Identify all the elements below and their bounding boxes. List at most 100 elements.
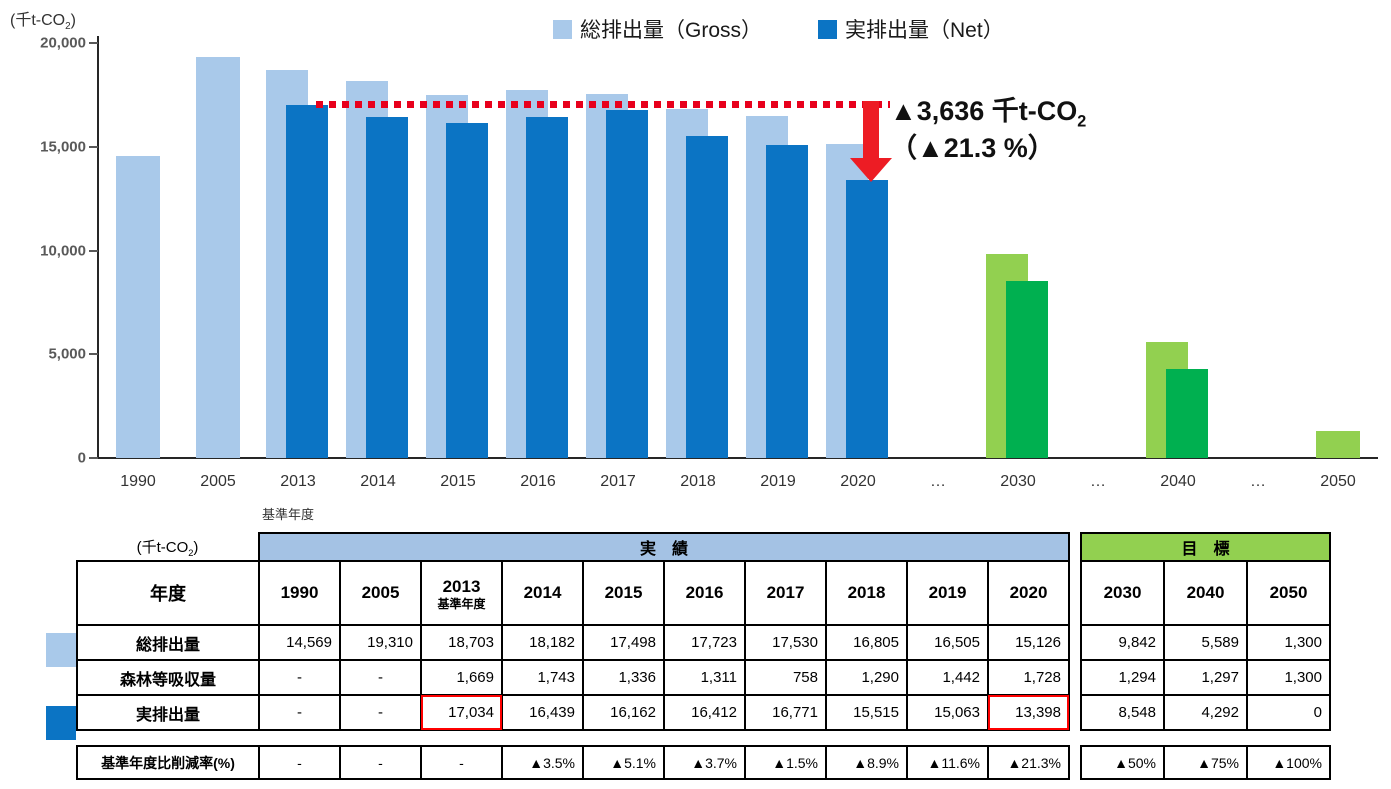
gross-legend-label: 総排出量（Gross） [580, 19, 763, 42]
row-label-1: 森林等吸収量 [76, 659, 260, 696]
highlighted-cell: 17,034 [420, 694, 503, 731]
year-header-row: 年度 1990 2005 2013 基準年度 2014 2015 2016 2017 2018 20… [76, 560, 1070, 626]
y-tick-label: 10,000 [40, 242, 86, 259]
table-row: 1,294 1,297 1,300 [1080, 659, 1331, 696]
bar-net-2030 [1006, 281, 1048, 458]
x-tick-label-0: 1990 [120, 473, 156, 490]
year-header-2018: 2018 [825, 560, 908, 626]
x-tick-label-7: 2018 [680, 473, 716, 490]
year-header-2014: 2014 [501, 560, 584, 626]
table-cell: 1,669 [420, 659, 503, 696]
actual-results-table: (千t-CO2) 実 績年度 1990 2005 2013 基準年度 2014 2015 201… [76, 532, 1070, 731]
targets-table: 目 標 2030 2040 2050 9,842 5,589 1,300 1,294 1,297… [1080, 532, 1331, 731]
table-cell: 5,589 [1163, 624, 1248, 661]
y-axis-unit-label: (千t-CO2) [10, 12, 76, 33]
table-cell: 18,182 [501, 624, 584, 661]
bar-net-2017 [606, 110, 648, 458]
table-cell: 8,548 [1080, 694, 1165, 731]
net-row-marker [46, 706, 76, 740]
x-tick-label-6: 2017 [600, 473, 636, 490]
table-cell: 0 [1246, 694, 1331, 731]
table-row: 総排出量 14,569 19,310 18,703 18,182 17,498 17,723… [76, 624, 1070, 661]
table-cell: ▲5.1% [582, 745, 665, 780]
x-tick-label-14: … [1250, 473, 1266, 490]
table-cell: 1,294 [1080, 659, 1165, 696]
table-cell: 1,336 [582, 659, 665, 696]
year-header-2030: 2030 [1080, 560, 1165, 626]
bar-gross-1990 [116, 156, 160, 458]
y-tick-label: 0 [77, 449, 86, 467]
bar-net-2019 [766, 145, 808, 458]
x-tick-label-8: 2019 [760, 473, 796, 490]
table-cell: 9,842 [1080, 624, 1165, 661]
y-axis-line [97, 36, 99, 459]
y-tick-label: 15,000 [40, 138, 86, 156]
table-cell: 1,442 [906, 659, 989, 696]
x-tick-label-10: … [930, 473, 946, 490]
emissions-bar-chart: (千t-CO2) 総排出量（Gross） 実排出量（Net） ▲3,636 千t… [10, 12, 1378, 522]
bar-net-2013 [286, 105, 328, 458]
table-cell: 16,412 [663, 694, 746, 731]
y-tick-mark [89, 353, 98, 356]
x-tick-label-1: 2005 [200, 473, 236, 490]
table-cell: 17,498 [582, 624, 665, 661]
table-row: 森林等吸収量 - -1,669 1,743 1,336 1,311 758 1,290 1,44… [76, 659, 1070, 696]
table-cell: - [258, 694, 341, 731]
table-unit-label: (千t-CO2) [77, 533, 259, 561]
table-cell: 1,290 [825, 659, 908, 696]
table-cell: 15,515 [825, 694, 908, 731]
x-tick-label-9: 2020 [840, 473, 876, 490]
table-cell: - [420, 745, 503, 780]
table-cell: ▲8.9% [825, 745, 908, 780]
table-cell: 1,311 [663, 659, 746, 696]
table-cell: 16,805 [825, 624, 908, 661]
base-year-reference-line [316, 101, 890, 108]
x-tick-label-2: 2013 [280, 473, 316, 490]
reduction-target-row: ▲50% ▲75% ▲100% [1080, 745, 1331, 780]
table-cell: ▲3.5% [501, 745, 584, 780]
year-header-2015: 2015 [582, 560, 665, 626]
year-row-label: 年度 [76, 560, 260, 626]
x-tick-label-4: 2015 [440, 473, 476, 490]
table-cell: - [258, 659, 341, 696]
table-cell: - [258, 745, 341, 780]
bar-net-2020 [846, 180, 888, 458]
table-cell: - [339, 694, 422, 731]
table-cell: ▲100% [1246, 745, 1331, 780]
table-cell: - [339, 659, 422, 696]
table-cell: 19,310 [339, 624, 422, 661]
year-header-2019: 2019 [906, 560, 989, 626]
row-label-2: 実排出量 [76, 694, 260, 731]
y-tick-mark [89, 145, 98, 148]
table-cell: 14,569 [258, 624, 341, 661]
reduction-row-label: 基準年度比削減率(%) [76, 745, 260, 780]
net-legend-swatch [818, 19, 838, 39]
table-cell: 758 [744, 659, 827, 696]
year-header-2040: 2040 [1163, 560, 1248, 626]
table-cell: 1,300 [1246, 659, 1331, 696]
table-cell: 18,703 [420, 624, 503, 661]
year-header-2013: 2013 基準年度 [420, 560, 503, 626]
x-axis-line [97, 457, 1378, 459]
table-cell: 17,530 [744, 624, 827, 661]
y-tick-mark [89, 457, 98, 459]
x-tick-label-12: … [1090, 473, 1106, 490]
reduction-rate-actual-table: 基準年度比削減率(%) - - - ▲3.5% ▲5.1% ▲3.7% ▲1.5% ▲8.9% ▲… [76, 745, 1070, 780]
year-header-2005: 2005 [339, 560, 422, 626]
bar-net-2018 [686, 136, 728, 458]
band-row: (千t-CO2) 実 績 [77, 532, 1070, 562]
target-header-band: 目 標 [1080, 532, 1331, 562]
table-row: 実排出量 - -17,034 16,439 16,162 16,412 16,771 15,5… [76, 694, 1070, 731]
reduction-rate-target-table: ▲50% ▲75% ▲100% [1080, 745, 1331, 780]
table-cell: ▲21.3% [987, 745, 1070, 780]
x-tick-label-5: 2016 [520, 473, 556, 490]
reduction-annotation-line2: （▲21.3 %） [890, 132, 1055, 163]
table-cell: ▲75% [1163, 745, 1248, 780]
table-cell: 15,126 [987, 624, 1070, 661]
gross-row-marker [46, 633, 76, 667]
table-cell: 17,723 [663, 624, 746, 661]
table-row: 9,842 5,589 1,300 [1080, 624, 1331, 661]
chart-legend: 総排出量（Gross） 実排出量（Net） [553, 14, 1004, 44]
bar-net-2016 [526, 117, 568, 458]
actual-header-band: 実 績 [258, 532, 1070, 562]
